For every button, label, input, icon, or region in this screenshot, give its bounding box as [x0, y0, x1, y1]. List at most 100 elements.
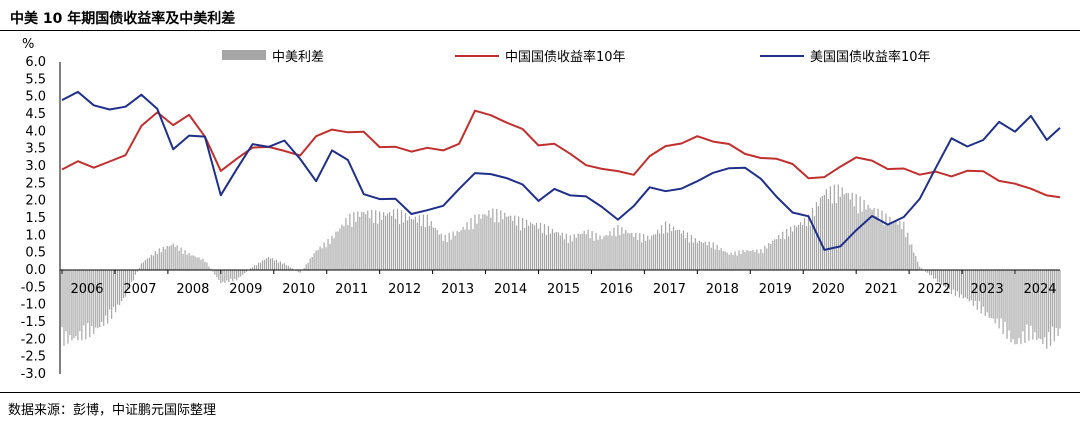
- spread-bar: [321, 248, 323, 270]
- spread-bar: [956, 270, 959, 292]
- spread-bar: [764, 245, 766, 270]
- spread-bar: [329, 243, 331, 270]
- spread-bar: [734, 251, 736, 270]
- spread-bar: [792, 231, 794, 270]
- source-note: 数据来源：彭博，中证鹏元国际整理: [8, 403, 217, 418]
- spread-bar: [400, 210, 403, 270]
- spread-bar: [980, 270, 982, 314]
- spread-bar: [1059, 270, 1061, 329]
- spread-bar: [686, 232, 689, 270]
- spread-bar: [958, 270, 961, 298]
- spread-bar: [952, 270, 955, 290]
- spread-bar: [1042, 270, 1044, 345]
- spread-bar: [724, 251, 726, 270]
- spread-bar: [841, 187, 843, 270]
- spread-bar: [784, 239, 786, 270]
- spread-bar: [758, 253, 760, 270]
- spread-bar: [323, 242, 325, 270]
- spread-bar: [1020, 270, 1022, 345]
- spread-bar: [1057, 270, 1059, 337]
- x-tick-label: 2020: [812, 282, 845, 297]
- spread-bar: [456, 230, 458, 270]
- spread-bar: [641, 242, 643, 270]
- spread-bar: [543, 224, 546, 270]
- spread-bar: [778, 235, 780, 270]
- spread-bar: [341, 224, 343, 270]
- spread-bar: [760, 249, 762, 270]
- spread-bar: [1024, 270, 1026, 343]
- spread-bar: [105, 270, 107, 316]
- spread-bar: [319, 246, 321, 270]
- spread-bar: [305, 264, 307, 270]
- spread-bar: [561, 232, 563, 270]
- y-tick-label: -2.0: [21, 332, 46, 347]
- spread-bar: [869, 208, 871, 270]
- spread-bar: [396, 208, 399, 270]
- spread-bar: [158, 248, 160, 270]
- spread-bar: [553, 232, 555, 270]
- spread-bar: [629, 233, 631, 270]
- spread-bar: [549, 233, 552, 270]
- spread-bar: [134, 270, 137, 275]
- spread-bar: [809, 225, 812, 270]
- spread-bar: [555, 232, 557, 270]
- spread-bar: [438, 234, 440, 270]
- spread-bar: [365, 214, 367, 270]
- spread-bar: [1016, 270, 1018, 345]
- spread-bar: [291, 268, 293, 270]
- spread-bar: [367, 210, 369, 270]
- spread-bar: [978, 270, 980, 302]
- spread-bar: [925, 270, 927, 272]
- spread-bar: [226, 270, 228, 281]
- spread-bar: [919, 266, 921, 270]
- spread-bar: [331, 235, 333, 270]
- spread-bar: [116, 270, 119, 305]
- spread-bar: [75, 270, 77, 337]
- spread-bar: [136, 270, 139, 272]
- spread-bar: [883, 225, 885, 270]
- spread-bar: [69, 270, 71, 336]
- spread-bar: [756, 249, 758, 270]
- spread-bar: [613, 227, 615, 270]
- spread-bar: [690, 234, 692, 270]
- spread-bar: [315, 250, 317, 270]
- x-tick-label: 2011: [335, 282, 368, 297]
- spread-bar: [704, 241, 706, 270]
- spread-bar: [236, 270, 238, 281]
- spread-bar: [436, 230, 438, 270]
- y-tick-label: 1.5: [25, 211, 46, 226]
- spread-bar: [851, 192, 853, 270]
- spread-bar: [833, 184, 835, 270]
- spread-bar: [1032, 270, 1034, 340]
- china-10y-line: [61, 109, 1061, 199]
- x-tick-label: 2021: [865, 282, 898, 297]
- spread-bar: [796, 226, 798, 270]
- spread-bar: [801, 225, 804, 270]
- spread-bar: [83, 270, 85, 326]
- spread-bar: [855, 193, 857, 270]
- spread-bar: [1000, 270, 1002, 319]
- spread-bar: [742, 249, 744, 270]
- spread-bar: [901, 229, 903, 270]
- spread-bar: [61, 270, 63, 328]
- y-tick-label: 3.0: [25, 159, 46, 174]
- spread-bar: [537, 228, 540, 270]
- spread-bar: [609, 231, 611, 270]
- spread-bar: [204, 261, 206, 270]
- spread-bar: [520, 230, 522, 270]
- spread-bar: [357, 211, 359, 270]
- y-tick-label: 4.5: [25, 107, 46, 122]
- spread-bar: [458, 232, 460, 270]
- x-tick-label: 2023: [971, 282, 1004, 297]
- spread-bar: [899, 221, 901, 270]
- spread-bar: [109, 270, 111, 310]
- spread-bar: [863, 200, 865, 270]
- spread-bar: [815, 202, 818, 270]
- spread-bar: [182, 253, 184, 270]
- spread-bar: [446, 242, 448, 270]
- spread-bar: [142, 262, 145, 270]
- spread-bar: [803, 218, 806, 270]
- spread-bar: [891, 222, 893, 270]
- spread-bar: [410, 218, 413, 270]
- spread-bar: [684, 238, 687, 270]
